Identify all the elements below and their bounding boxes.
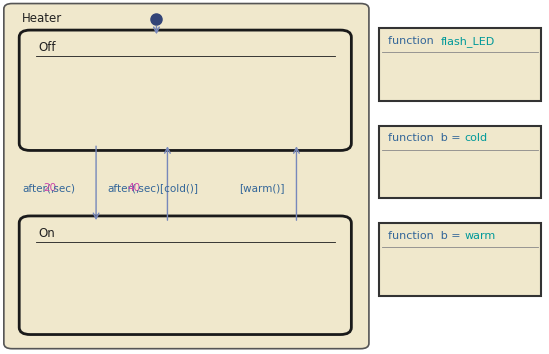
FancyBboxPatch shape xyxy=(379,28,541,101)
Text: [warm()]: [warm()] xyxy=(239,183,284,193)
Text: function  b =: function b = xyxy=(388,133,464,143)
FancyBboxPatch shape xyxy=(19,216,351,335)
Text: ,sec)[cold()]: ,sec)[cold()] xyxy=(136,183,199,193)
Text: after(: after( xyxy=(22,183,51,193)
FancyBboxPatch shape xyxy=(379,223,541,296)
Text: function: function xyxy=(388,36,441,46)
Text: Heater: Heater xyxy=(22,12,62,25)
FancyBboxPatch shape xyxy=(19,30,351,150)
Text: ,sec): ,sec) xyxy=(51,183,76,193)
Text: On: On xyxy=(38,227,55,240)
Text: Off: Off xyxy=(38,41,56,54)
FancyBboxPatch shape xyxy=(4,4,369,349)
Text: flash_LED: flash_LED xyxy=(441,36,495,47)
Text: 40: 40 xyxy=(128,183,141,193)
Text: function  b =: function b = xyxy=(388,231,464,241)
FancyBboxPatch shape xyxy=(379,126,541,198)
Text: warm: warm xyxy=(464,231,496,241)
Text: 20: 20 xyxy=(43,183,56,193)
Text: cold: cold xyxy=(464,133,488,143)
Text: after(: after( xyxy=(107,183,136,193)
